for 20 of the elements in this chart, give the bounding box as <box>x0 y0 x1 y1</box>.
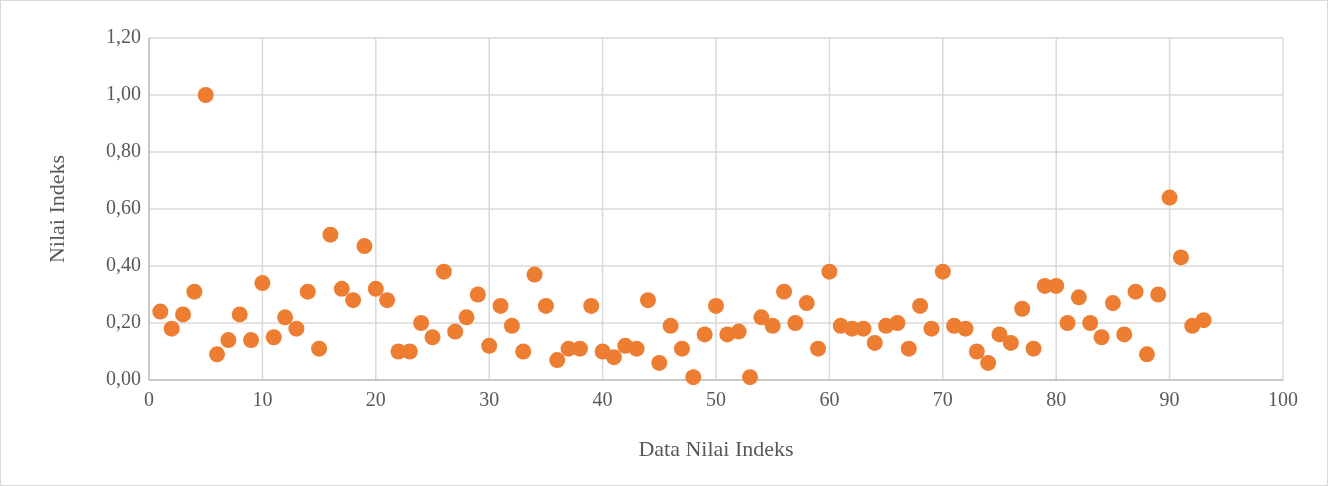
y-tick-label: 0,80 <box>106 138 141 161</box>
y-tick-label: 1,20 <box>106 24 141 47</box>
x-tick-label: 90 <box>1159 388 1180 410</box>
x-tick-label: 30 <box>479 388 500 410</box>
x-tick-label: 0 <box>144 388 154 410</box>
x-tick-label: 80 <box>1046 388 1067 410</box>
x-tick-label: 60 <box>819 388 840 410</box>
x-tick-label: 10 <box>252 388 273 410</box>
y-tick-label: 0,00 <box>106 366 141 389</box>
y-tick-label: 0,20 <box>106 309 141 332</box>
y-tick-label: 1,00 <box>106 81 141 104</box>
x-axis-title: Data Nilai Indeks <box>638 436 794 461</box>
y-tick-label: 0,60 <box>106 195 141 218</box>
y-tick-label: 0,40 <box>106 252 141 275</box>
x-tick-label: 50 <box>706 388 726 410</box>
x-tick-label: 40 <box>592 388 613 410</box>
y-axis-title: Nilai Indeks <box>44 154 69 264</box>
x-tick-label: 20 <box>365 388 386 410</box>
x-tick-label: 100 <box>1268 388 1298 410</box>
x-tick-label: 70 <box>932 388 953 410</box>
